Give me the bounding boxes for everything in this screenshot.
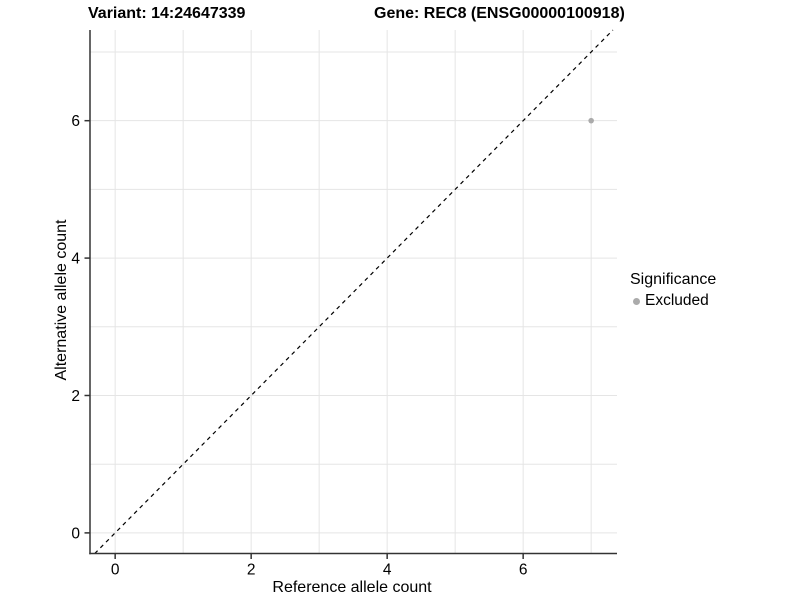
y-tick-label: 6 [71,113,80,130]
plot-title-variant: Variant: 14:24647339 [88,5,246,22]
data-point [588,117,594,124]
plot-title-gene: Gene: REC8 (ENSG00000100918) [374,5,625,22]
legend-item-label: Excluded [645,292,709,309]
y-tick-label: 4 [71,251,80,268]
y-axis-label: Alternative allele count [53,219,70,381]
y-tick-label: 0 [71,525,80,542]
legend-item-excluded: Excluded [630,292,716,310]
x-axis-label: Reference allele count [272,579,432,596]
x-tick-label: 4 [383,562,392,579]
y-tick-label: 2 [71,388,80,405]
x-tick-label: 6 [519,562,528,579]
legend: Significance Excluded [630,271,716,310]
legend-title: Significance [630,271,717,288]
x-tick-label: 2 [247,562,256,579]
legend-point-icon [633,297,640,305]
identity-dashed-line [94,29,614,554]
x-tick-label: 0 [111,562,120,579]
